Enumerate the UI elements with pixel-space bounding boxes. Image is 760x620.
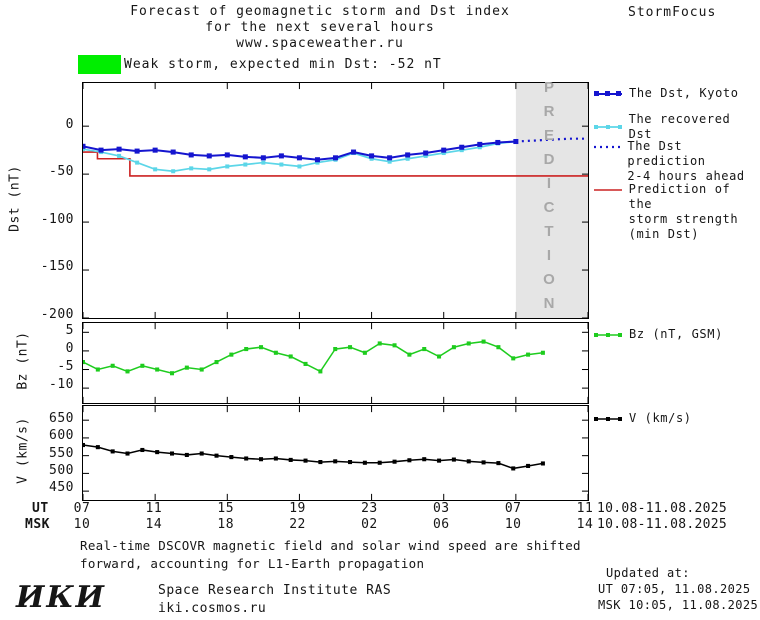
y-tick-label: 0 bbox=[65, 341, 74, 357]
legend-dst-kyoto: The Dst, Kyoto bbox=[594, 86, 739, 101]
ut-tick-label: 15 bbox=[217, 501, 235, 516]
dst-axis-label: Dst (nT) bbox=[7, 165, 23, 232]
ut-tick-label: 03 bbox=[432, 501, 450, 516]
legend-storm-strength-line3: (min Dst) bbox=[628, 227, 700, 241]
y-tick-label: -200 bbox=[40, 307, 74, 322]
brand-label: StormFocus bbox=[628, 5, 717, 20]
institute-site: iki.cosmos.ru bbox=[158, 601, 267, 616]
storm-level-swatch bbox=[78, 55, 121, 74]
propagation-note: Real-time DSCOVR magnetic field and sola… bbox=[80, 537, 581, 573]
ut-tick-label: 07 bbox=[504, 501, 522, 516]
msk-tick-label: 10 bbox=[504, 517, 522, 532]
bz-line-icon bbox=[594, 332, 622, 337]
legend-bz-label: Bz (nT, GSM) bbox=[629, 327, 723, 341]
y-tick-label: -10 bbox=[49, 377, 74, 393]
y-tick-label: 650 bbox=[49, 410, 74, 426]
y-tick-label: -5 bbox=[57, 359, 74, 375]
legend-storm-strength: Prediction of the storm strength (min Ds… bbox=[594, 182, 760, 242]
ut-tick-label: 19 bbox=[289, 501, 306, 516]
y-tick-label: 5 bbox=[65, 323, 74, 339]
iki-logo: ИКИ bbox=[16, 580, 106, 615]
legend-recovered-dst-label: The recovered Dst bbox=[628, 112, 731, 141]
title-line-2: for the next several hours bbox=[205, 20, 435, 35]
legend-dst-prediction: The Dst prediction 2-4 hours ahead bbox=[594, 139, 760, 184]
dst-prediction-dotted-line-icon bbox=[594, 145, 621, 149]
legend-dst-kyoto-label: The Dst, Kyoto bbox=[629, 86, 739, 100]
msk-tick-label: 06 bbox=[432, 517, 450, 532]
v-line-icon bbox=[594, 416, 622, 421]
recovered-dst-line-icon bbox=[594, 125, 622, 129]
ut-tick-label: 11 bbox=[576, 501, 594, 516]
legend-dst-prediction-line2: 2-4 hours ahead bbox=[627, 169, 745, 183]
msk-date-range: 10.08-11.08.2025 bbox=[597, 517, 728, 532]
legend-storm-strength-line1: Prediction of the bbox=[628, 182, 731, 211]
title-line-3: www.spaceweather.ru bbox=[236, 36, 404, 51]
msk-tick-label: 18 bbox=[217, 517, 235, 532]
msk-tick-label: 14 bbox=[576, 517, 594, 532]
propagation-note-line2: forward, accounting for L1-Earth propaga… bbox=[80, 556, 425, 571]
propagation-note-line1: Real-time DSCOVR magnetic field and sola… bbox=[80, 538, 581, 553]
ut-tick-label: 07 bbox=[73, 501, 91, 516]
legend-v: V (km/s) bbox=[594, 411, 692, 426]
updated-at-label: Updated at: bbox=[606, 566, 690, 580]
v-panel bbox=[82, 405, 589, 501]
legend-v-label: V (km/s) bbox=[629, 411, 692, 425]
panel-svg-bz bbox=[83, 323, 588, 403]
panel-svg-dst bbox=[83, 83, 588, 318]
storm-strength-line-icon bbox=[594, 189, 622, 191]
msk-row-label: MSK bbox=[25, 517, 50, 532]
legend-storm-strength-line2: storm strength bbox=[628, 212, 739, 226]
msk-tick-label: 10 bbox=[73, 517, 91, 532]
msk-tick-label: 22 bbox=[289, 517, 306, 532]
ut-date-range: 10.08-11.08.2025 bbox=[597, 501, 728, 516]
legend-bz: Bz (nT, GSM) bbox=[594, 327, 723, 342]
institute-name: Space Research Institute RAS bbox=[158, 583, 392, 598]
ut-tick-label: 23 bbox=[361, 501, 378, 516]
title-line-1: Forecast of geomagnetic storm and Dst in… bbox=[130, 4, 510, 19]
bz-panel bbox=[82, 322, 589, 404]
y-tick-label: 450 bbox=[49, 480, 74, 496]
y-tick-label: 550 bbox=[49, 445, 74, 461]
msk-tick-label: 14 bbox=[145, 517, 163, 532]
updated-ut: UT 07:05, 11.08.2025 bbox=[598, 582, 751, 596]
y-tick-label: -150 bbox=[40, 259, 74, 275]
legend-dst-prediction-line1: The Dst prediction bbox=[627, 139, 706, 168]
dst-kyoto-line-icon bbox=[594, 90, 622, 96]
y-tick-label: 0 bbox=[65, 116, 74, 132]
ut-tick-label: 11 bbox=[145, 501, 163, 516]
page-title: Forecast of geomagnetic storm and Dst in… bbox=[40, 4, 600, 52]
ut-row-label: UT bbox=[32, 501, 49, 516]
dst-panel bbox=[82, 82, 589, 319]
y-tick-label: -100 bbox=[40, 211, 74, 227]
y-tick-label: 500 bbox=[49, 462, 74, 478]
y-tick-label: -50 bbox=[49, 164, 74, 180]
panel-svg-v bbox=[83, 406, 588, 500]
storm-banner-text: Weak storm, expected min Dst: -52 nT bbox=[124, 57, 442, 72]
msk-tick-label: 02 bbox=[361, 517, 378, 532]
updated-msk: MSK 10:05, 11.08.2025 bbox=[598, 598, 759, 612]
legend-recovered-dst: The recovered Dst bbox=[594, 112, 760, 142]
y-tick-label: 600 bbox=[49, 428, 74, 444]
